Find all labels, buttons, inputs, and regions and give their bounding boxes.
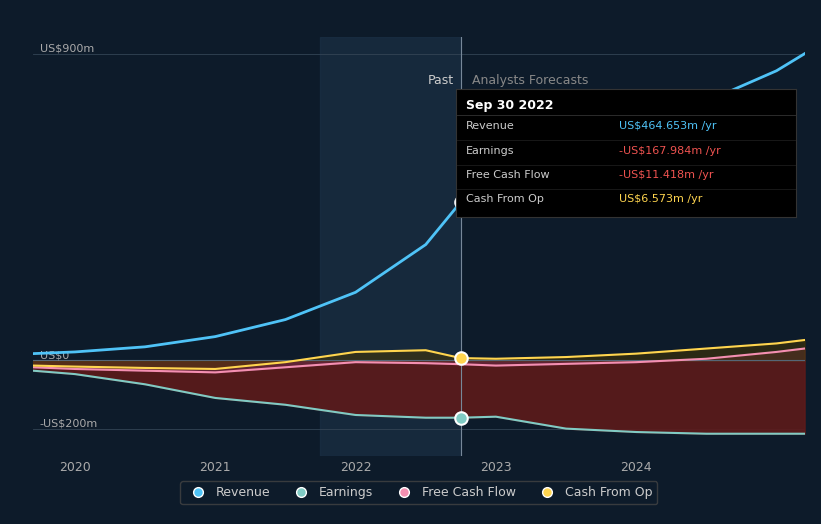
Text: Sep 30 2022: Sep 30 2022	[466, 100, 553, 112]
Text: US$0: US$0	[40, 351, 69, 361]
Text: US$900m: US$900m	[40, 43, 94, 54]
Text: Free Cash Flow: Free Cash Flow	[466, 170, 549, 180]
Text: US$6.573m /yr: US$6.573m /yr	[619, 194, 703, 204]
Legend: Revenue, Earnings, Free Cash Flow, Cash From Op: Revenue, Earnings, Free Cash Flow, Cash …	[181, 481, 657, 504]
Text: US$464.653m /yr: US$464.653m /yr	[619, 121, 717, 131]
Text: Earnings: Earnings	[466, 146, 515, 156]
Text: Past: Past	[428, 74, 454, 87]
Text: Cash From Op: Cash From Op	[466, 194, 544, 204]
Text: Revenue: Revenue	[466, 121, 515, 131]
Bar	[320, 37, 461, 456]
Text: Analysts Forecasts: Analysts Forecasts	[472, 74, 589, 87]
Text: -US$11.418m /yr: -US$11.418m /yr	[619, 170, 713, 180]
Text: -US$167.984m /yr: -US$167.984m /yr	[619, 146, 721, 156]
Text: -US$200m: -US$200m	[40, 419, 98, 429]
